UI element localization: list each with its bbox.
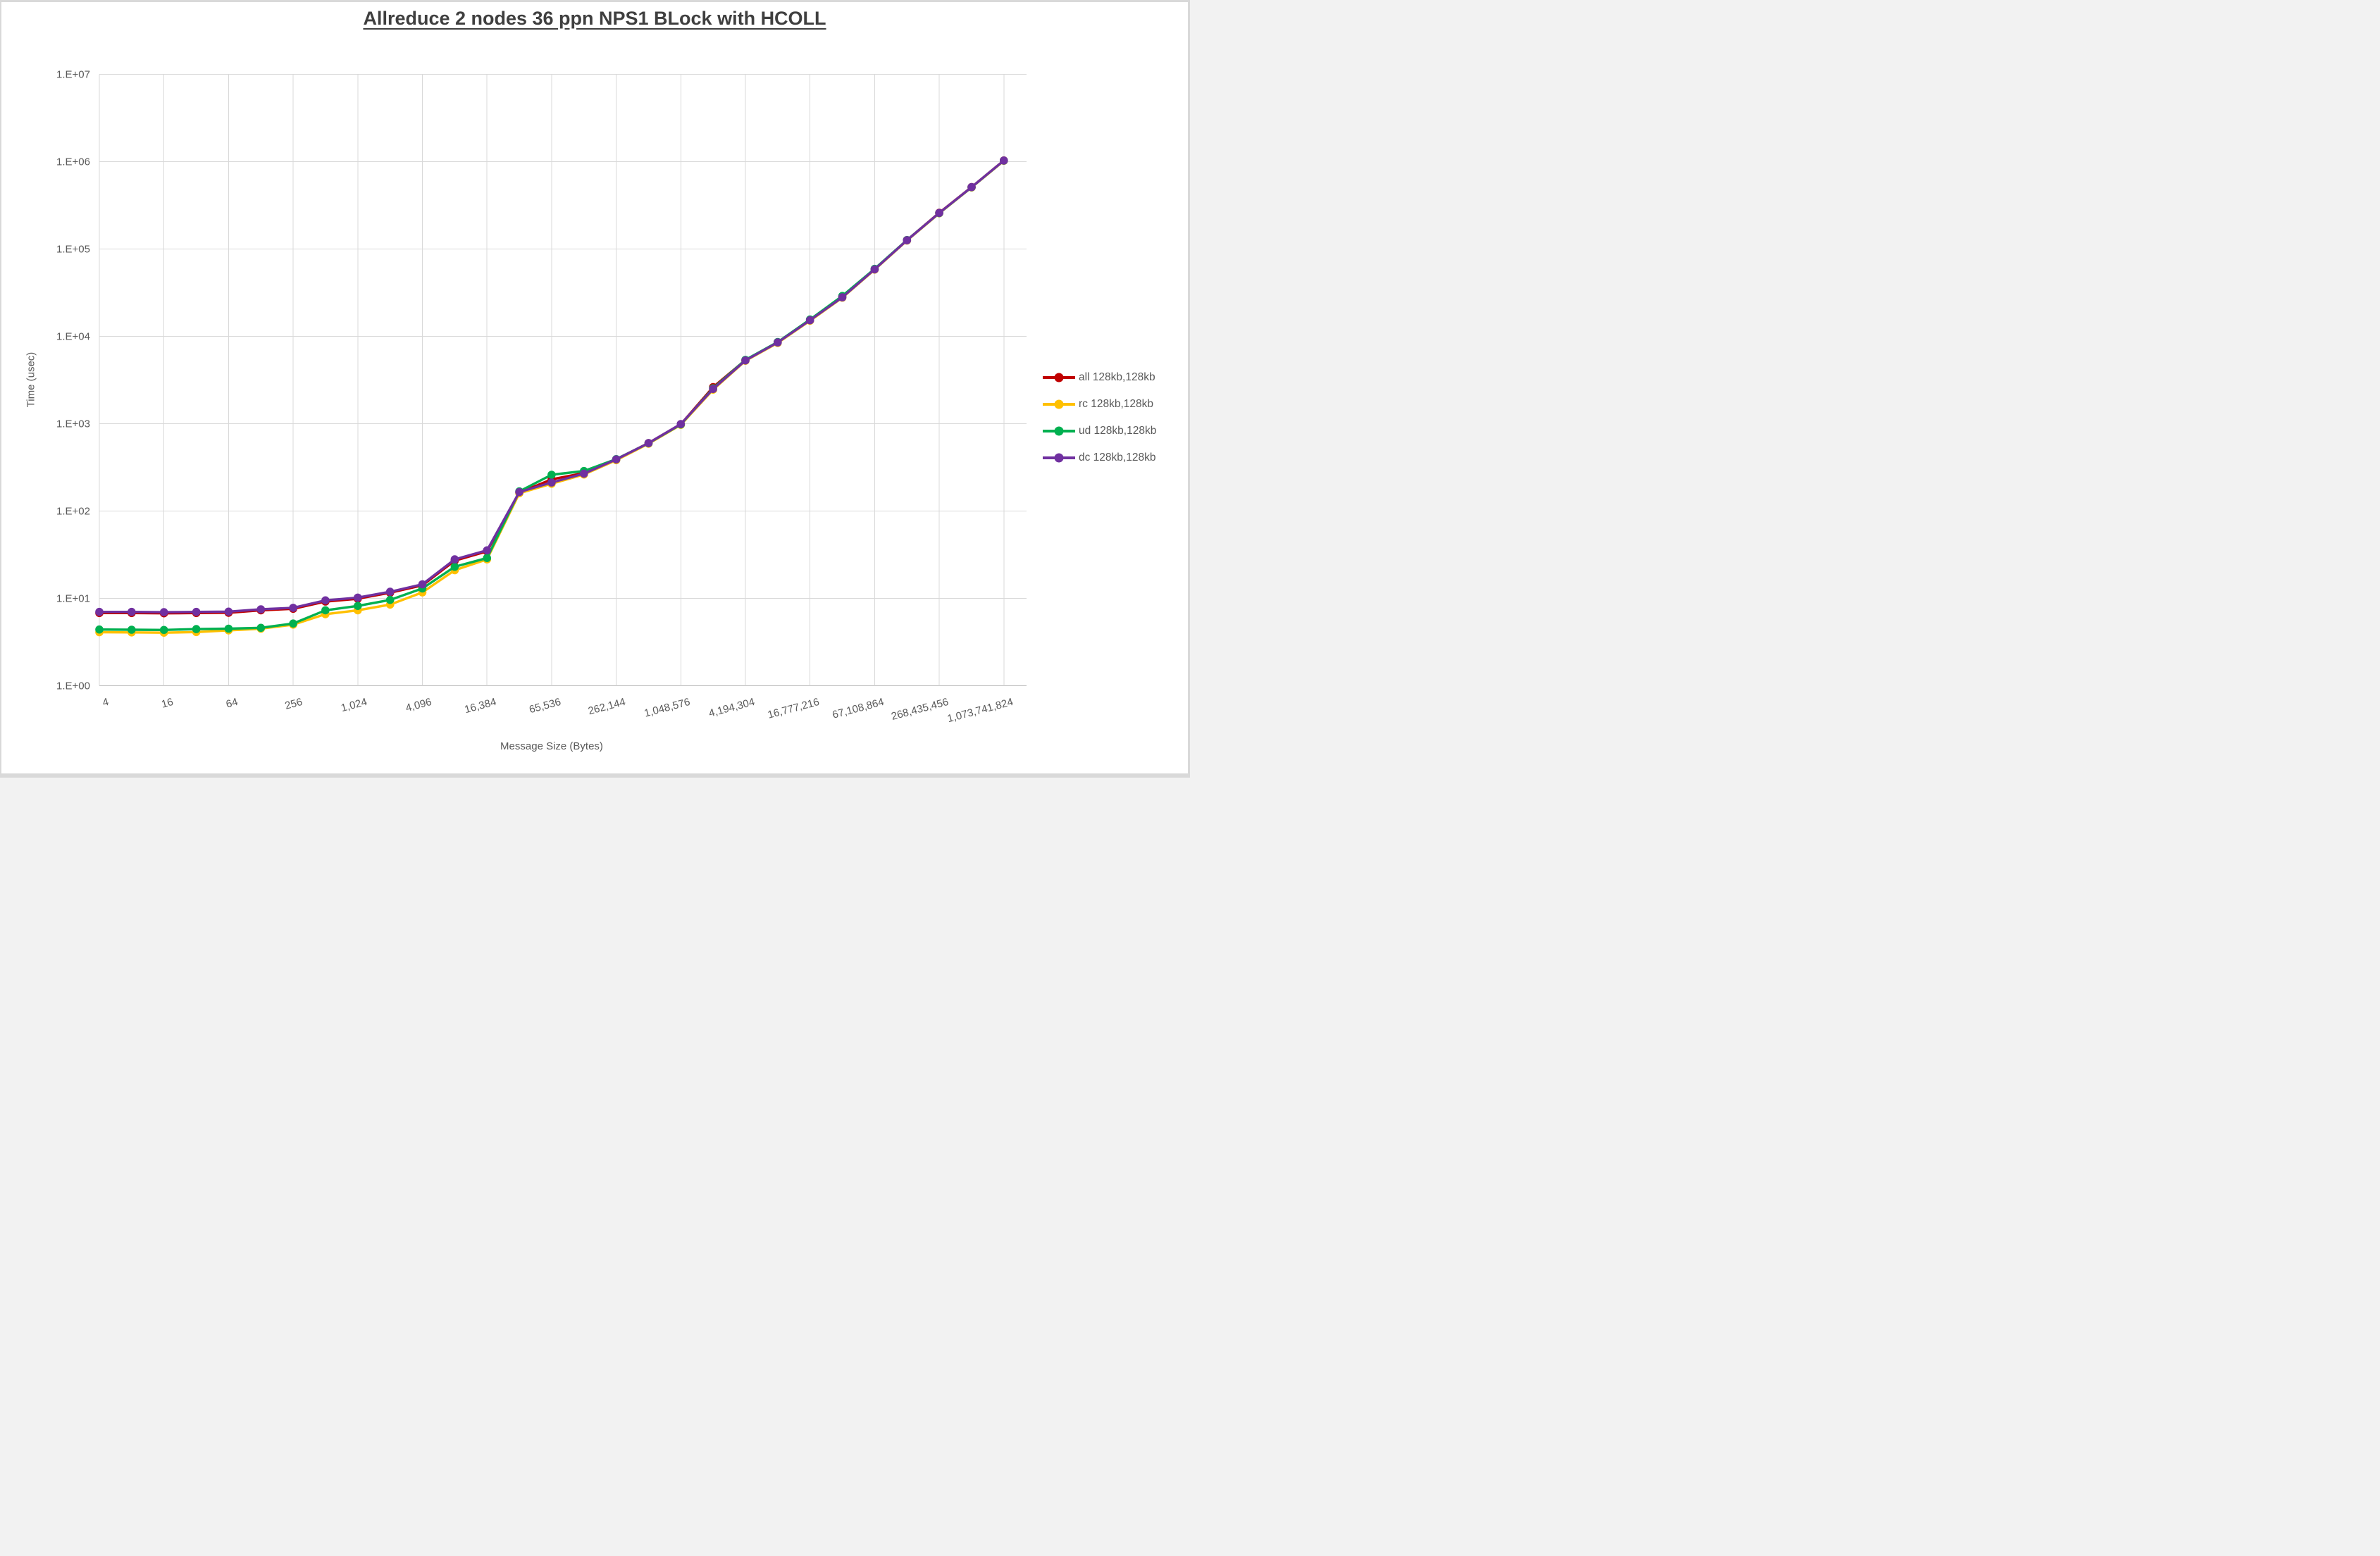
series-point-3 <box>838 293 847 301</box>
series-point-3 <box>256 605 266 614</box>
chart-title: Allreduce 2 nodes 36 ppn NPS1 BLock with… <box>363 8 826 29</box>
legend: all 128kb,128kb rc 128kb,128kb ud 128kb,… <box>1043 371 1156 465</box>
x-tick-label: 64 <box>225 696 240 711</box>
series-point-3 <box>805 316 814 325</box>
y-tick-label: 1.E+05 <box>56 244 90 256</box>
series-point-3 <box>547 478 556 487</box>
x-tick-label: 1,024 <box>340 696 368 714</box>
y-tick-label: 1.E+00 <box>56 680 90 692</box>
series-point-3 <box>903 236 912 244</box>
series-point-3 <box>870 265 879 274</box>
series-point-3 <box>321 596 330 605</box>
y-tick-label: 1.E+04 <box>56 331 90 343</box>
series-point-3 <box>515 487 523 497</box>
legend-label: ud 128kb,128kb <box>1079 425 1157 437</box>
chart-page: Allreduce 2 nodes 36 ppn NPS1 BLock with… <box>0 0 1190 778</box>
series-point-3 <box>709 385 717 393</box>
series-point-2 <box>450 562 459 571</box>
series-point-3 <box>128 607 136 616</box>
series-point-2 <box>385 595 395 604</box>
series-point-3 <box>644 439 653 447</box>
series-point-3 <box>354 593 362 602</box>
series-point-3 <box>676 420 686 428</box>
series-point-3 <box>95 607 104 616</box>
legend-marker-dot <box>1054 426 1064 436</box>
legend-marker-dc <box>1043 453 1075 463</box>
series-point-3 <box>289 604 297 612</box>
series-point-3 <box>1000 156 1008 165</box>
series-point-3 <box>483 546 491 555</box>
series-point-2 <box>354 602 362 610</box>
x-tick-label: 4,194,304 <box>707 696 756 720</box>
x-tick-label: 256 <box>284 696 304 712</box>
series-point-3 <box>612 455 621 463</box>
x-axis-title: Message Size (Bytes) <box>500 740 603 752</box>
y-axis-title: Time (usec) <box>25 351 37 408</box>
series-point-3 <box>159 608 168 616</box>
series-point-3 <box>774 338 782 347</box>
legend-item-ud: ud 128kb,128kb <box>1043 424 1156 438</box>
series-point-2 <box>289 619 297 628</box>
series-point-3 <box>418 580 427 589</box>
legend-marker-all <box>1043 373 1075 382</box>
legend-item-rc: rc 128kb,128kb <box>1043 397 1156 411</box>
series-point-3 <box>935 208 943 218</box>
x-tick-label: 16,384 <box>464 696 498 716</box>
series-point-2 <box>547 471 556 479</box>
series-point-2 <box>192 625 201 633</box>
x-tick-label: 262,144 <box>587 696 627 717</box>
legend-marker-dot <box>1054 399 1064 409</box>
x-tick-label: 268,435,456 <box>890 696 950 723</box>
line-chart-plot: 1.E+00 1.E+01 1.E+02 1.E+03 1.E+04 1.E+05 1.E+… <box>56 69 1027 725</box>
legend-item-all: all 128kb,128kb <box>1043 371 1156 385</box>
series-point-2 <box>321 606 330 615</box>
legend-marker-rc <box>1043 399 1075 409</box>
legend-label: all 128kb,128kb <box>1079 371 1155 383</box>
series-point-3 <box>224 607 233 616</box>
x-tick-label: 1,073,741,824 <box>946 696 1015 725</box>
series-point-3 <box>967 182 976 192</box>
series-point-3 <box>385 587 395 596</box>
legend-label: dc 128kb,128kb <box>1079 452 1156 463</box>
series-point-2 <box>159 625 168 635</box>
y-tick-label: 1.E+06 <box>56 156 90 168</box>
x-tick-label: 67,108,864 <box>831 696 886 721</box>
y-tick-label: 1.E+02 <box>56 506 90 518</box>
series-point-3 <box>450 555 459 564</box>
legend-item-dc: dc 128kb,128kb <box>1043 451 1156 465</box>
y-tick-label: 1.E+07 <box>56 69 90 81</box>
x-tick-label: 1,048,576 <box>643 696 691 720</box>
series-point-2 <box>128 625 136 634</box>
series-point-3 <box>192 607 201 616</box>
series-point-3 <box>741 356 750 365</box>
x-tick-label: 65,536 <box>528 696 562 716</box>
x-tick-label: 16 <box>160 696 175 711</box>
y-tick-label: 1.E+01 <box>56 593 90 605</box>
legend-marker-ud <box>1043 426 1075 436</box>
series-point-2 <box>95 625 104 634</box>
series-point-2 <box>224 624 233 633</box>
series-point-2 <box>483 554 491 562</box>
x-tick-label: 4 <box>101 696 110 709</box>
series-point-2 <box>256 623 266 633</box>
x-tick-label: 4,096 <box>404 696 433 714</box>
legend-label: rc 128kb,128kb <box>1079 398 1153 410</box>
series-point-3 <box>580 469 588 478</box>
legend-marker-dot <box>1054 373 1064 382</box>
legend-marker-dot <box>1054 453 1064 463</box>
y-tick-label: 1.E+03 <box>56 418 90 430</box>
x-tick-label: 16,777,216 <box>767 696 821 721</box>
